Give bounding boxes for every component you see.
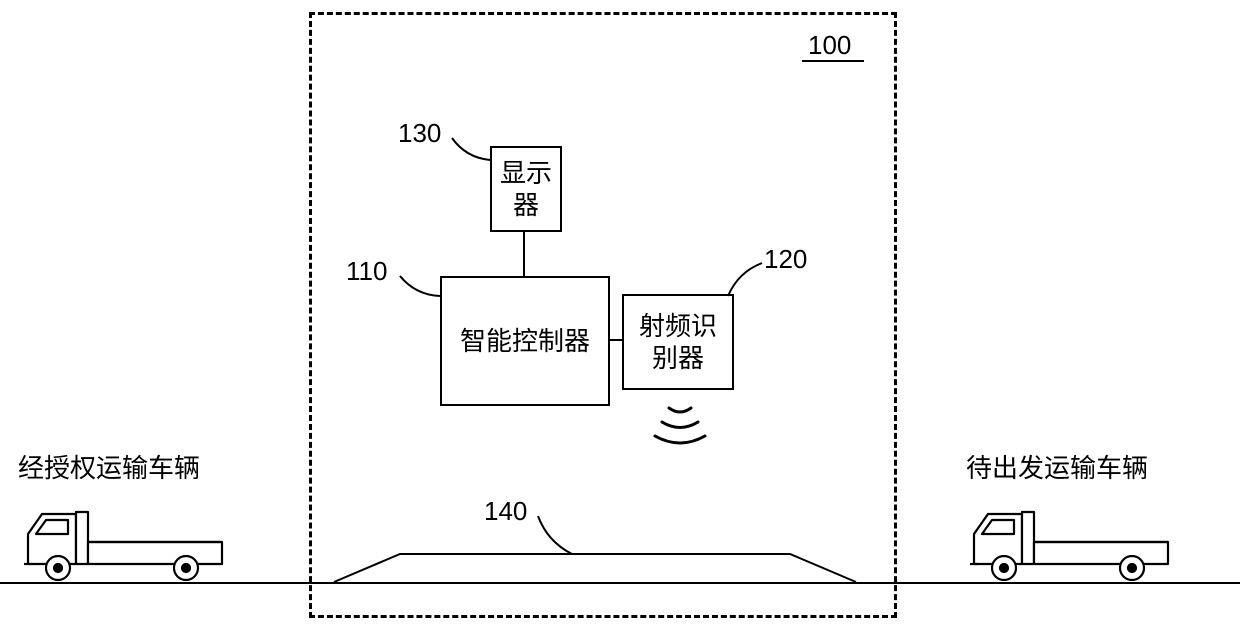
block-display-label: 显示器 <box>496 157 556 222</box>
ref-100: 100 <box>808 30 851 61</box>
truck-icon <box>968 500 1176 582</box>
ref-controller: 110 <box>346 256 387 287</box>
block-display: 显示器 <box>490 146 562 232</box>
block-controller-label: 智能控制器 <box>460 325 590 358</box>
block-controller: 智能控制器 <box>440 276 610 406</box>
truck-icon <box>22 500 230 582</box>
ref-100-underline <box>802 60 864 62</box>
block-rfid-label: 射频识别器 <box>628 310 728 375</box>
vehicle-label-left: 经授权运输车辆 <box>18 448 200 485</box>
ref-display: 130 <box>398 118 441 149</box>
ref-platform: 140 <box>484 496 527 527</box>
block-rfid: 射频识别器 <box>622 294 734 390</box>
ref-rfid: 120 <box>764 244 807 275</box>
vehicle-label-right: 待出发运输车辆 <box>966 448 1148 485</box>
